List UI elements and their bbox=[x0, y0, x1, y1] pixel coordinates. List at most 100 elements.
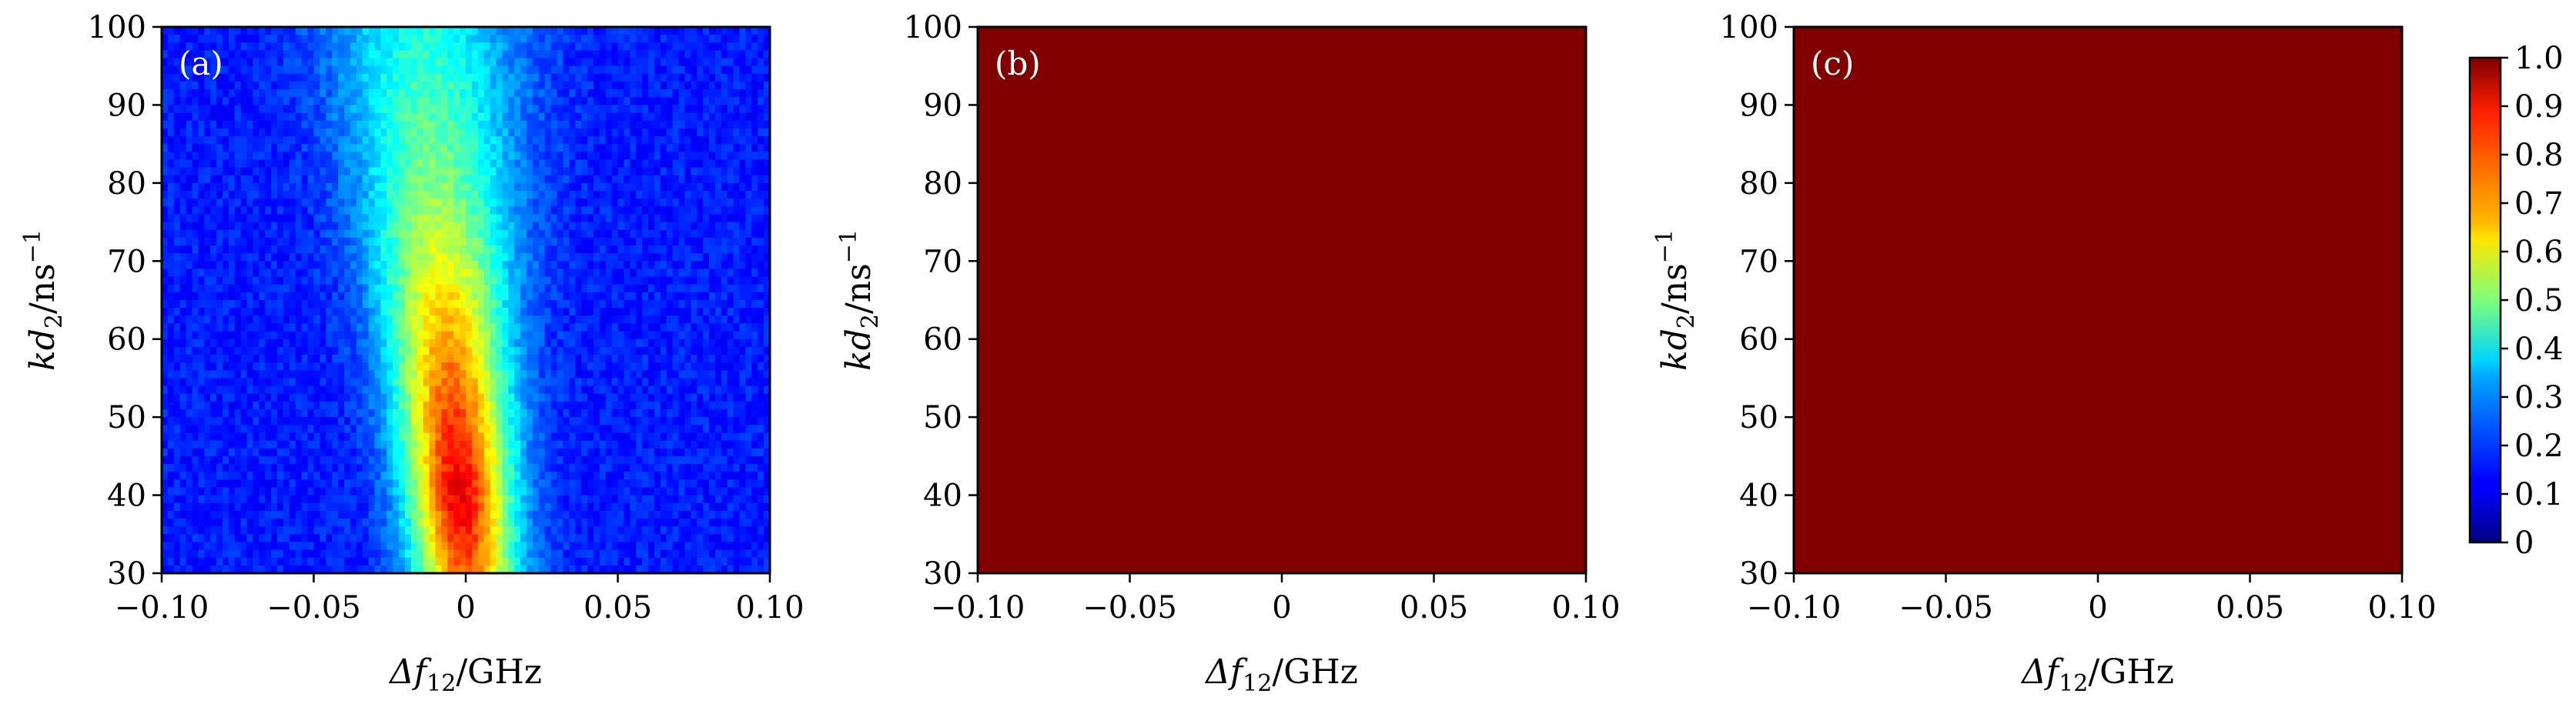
heatmap-cell bbox=[660, 237, 667, 246]
heatmap-cell bbox=[246, 167, 254, 176]
heatmap-cell bbox=[429, 206, 437, 215]
heatmap-cell bbox=[216, 42, 223, 52]
heatmap-cell bbox=[691, 276, 698, 285]
heatmap-cell bbox=[167, 191, 175, 199]
heatmap-cell bbox=[253, 323, 259, 332]
heatmap-cell bbox=[745, 42, 752, 52]
heatmap-cell bbox=[216, 182, 223, 192]
heatmap-cell bbox=[368, 331, 376, 340]
heatmap-cell bbox=[636, 393, 643, 402]
heatmap-cell bbox=[502, 370, 509, 379]
heatmap-cell bbox=[289, 182, 296, 192]
heatmap-cell bbox=[678, 73, 685, 82]
heatmap-cell bbox=[271, 323, 278, 332]
heatmap-cell bbox=[307, 276, 315, 285]
heatmap-cell bbox=[447, 112, 454, 122]
heatmap-cell bbox=[204, 58, 211, 67]
heatmap-cell bbox=[204, 346, 211, 355]
heatmap-cell bbox=[410, 346, 418, 355]
heatmap-cell bbox=[228, 370, 236, 379]
heatmap-cell bbox=[192, 73, 199, 82]
heatmap-cell bbox=[611, 308, 619, 316]
heatmap-cell bbox=[295, 300, 303, 309]
heatmap-cell bbox=[581, 385, 588, 395]
heatmap-cell bbox=[350, 152, 357, 161]
heatmap-cell bbox=[605, 393, 613, 402]
heatmap-cell bbox=[192, 42, 199, 52]
heatmap-cell bbox=[447, 105, 454, 114]
heatmap-cell bbox=[326, 401, 333, 410]
heatmap-cell bbox=[557, 401, 564, 410]
heatmap-cell bbox=[386, 136, 393, 145]
heatmap-cell bbox=[532, 308, 540, 316]
heatmap-cell bbox=[714, 175, 722, 184]
heatmap-cell bbox=[435, 300, 442, 309]
heatmap-cell bbox=[410, 253, 418, 262]
heatmap-cell bbox=[605, 253, 613, 262]
heatmap-cell bbox=[374, 269, 381, 278]
heatmap-cell bbox=[648, 222, 655, 231]
heatmap-cell bbox=[265, 385, 272, 395]
heatmap-cell bbox=[502, 300, 509, 309]
heatmap-cell bbox=[466, 284, 473, 293]
heatmap-cell bbox=[538, 401, 546, 410]
heatmap-cell bbox=[605, 222, 613, 231]
heatmap-cell bbox=[393, 120, 400, 129]
heatmap-cell bbox=[599, 308, 607, 316]
heatmap-cell bbox=[410, 128, 418, 137]
heatmap-cell bbox=[587, 112, 594, 122]
heatmap-cell bbox=[709, 276, 716, 285]
heatmap-cell bbox=[204, 362, 211, 371]
heatmap-cell bbox=[557, 292, 564, 301]
heatmap-cell bbox=[471, 378, 479, 387]
heatmap-cell bbox=[599, 144, 607, 152]
heatmap-cell bbox=[514, 253, 521, 262]
heatmap-cell bbox=[441, 112, 448, 122]
heatmap-cell bbox=[538, 65, 546, 75]
heatmap-cell bbox=[660, 385, 667, 395]
heatmap-cell bbox=[666, 370, 674, 379]
heatmap-cell bbox=[265, 35, 272, 43]
heatmap-cell bbox=[423, 65, 430, 75]
heatmap-cell bbox=[216, 323, 223, 332]
heatmap-cell bbox=[338, 182, 345, 192]
heatmap-cell bbox=[508, 182, 515, 192]
heatmap-cell bbox=[186, 370, 193, 379]
heatmap-cell bbox=[234, 105, 242, 114]
heatmap-cell bbox=[410, 214, 418, 223]
heatmap-cell bbox=[727, 27, 734, 35]
heatmap-cell bbox=[532, 300, 540, 309]
heatmap-cell bbox=[167, 323, 175, 332]
heatmap-cell bbox=[660, 167, 667, 176]
heatmap-cell bbox=[764, 292, 771, 301]
heatmap-field bbox=[162, 27, 771, 574]
heatmap-cell bbox=[697, 362, 704, 371]
panel-a: −0.10 −0.05 0 0.05 0.1030405060708090100(a)Δ… bbox=[19, 10, 805, 697]
heatmap-cell bbox=[179, 276, 187, 285]
heatmap-cell bbox=[186, 292, 193, 301]
heatmap-cell bbox=[714, 346, 722, 355]
heatmap-cell bbox=[210, 339, 217, 348]
heatmap-cell bbox=[630, 300, 637, 309]
heatmap-cell bbox=[721, 323, 728, 332]
heatmap-cell bbox=[587, 237, 594, 246]
heatmap-cell bbox=[617, 229, 624, 239]
heatmap-cell bbox=[483, 393, 491, 402]
heatmap-cell bbox=[587, 401, 594, 410]
heatmap-cell bbox=[429, 331, 437, 340]
heatmap-cell bbox=[332, 182, 339, 192]
heatmap-cell bbox=[265, 50, 272, 59]
heatmap-cell bbox=[240, 112, 248, 122]
heatmap-cell bbox=[660, 308, 667, 316]
heatmap-cell bbox=[727, 253, 734, 262]
heatmap-cell bbox=[350, 50, 357, 59]
heatmap-cell bbox=[216, 253, 223, 262]
heatmap-cell bbox=[399, 393, 406, 402]
heatmap-cell bbox=[179, 300, 187, 309]
heatmap-cell bbox=[332, 144, 339, 152]
heatmap-cell bbox=[697, 199, 704, 207]
heatmap-cell bbox=[557, 276, 564, 285]
heatmap-cell bbox=[204, 152, 211, 161]
heatmap-cell bbox=[179, 105, 187, 114]
heatmap-cell bbox=[581, 27, 588, 35]
